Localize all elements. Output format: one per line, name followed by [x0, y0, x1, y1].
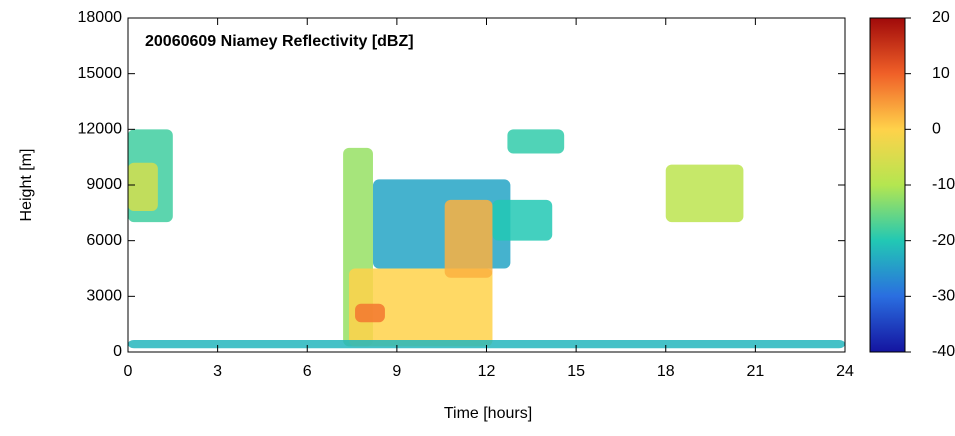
y-tick-label: 9000 — [86, 176, 122, 193]
colorbar-tick-label: -30 — [932, 288, 955, 305]
y-tick-label: 15000 — [78, 65, 123, 82]
echo-patch — [507, 129, 565, 154]
colorbar-tick-label: -10 — [932, 176, 955, 193]
colorbar — [869, 17, 906, 353]
echo-patch — [665, 164, 744, 223]
echo-patch — [349, 268, 493, 347]
x-tick-label: 6 — [303, 363, 312, 380]
x-tick-label: 21 — [746, 363, 764, 380]
x-tick-label: 18 — [657, 363, 675, 380]
x-tick-label: 15 — [567, 363, 585, 380]
echo-patch — [355, 303, 385, 323]
colorbar-tick-label: 10 — [932, 65, 950, 82]
x-tick-label: 0 — [124, 363, 133, 380]
echo-patch — [492, 199, 553, 241]
colorbar-tick-label: -20 — [932, 232, 955, 249]
x-tick-label: 24 — [836, 363, 854, 380]
plot-area — [128, 129, 845, 349]
colorbar-tick-label: 0 — [932, 121, 941, 138]
y-tick-label: 6000 — [86, 232, 122, 249]
chart-title: 20060609 Niamey Reflectivity [dBZ] — [145, 33, 414, 50]
y-tick-label: 12000 — [78, 121, 123, 138]
y-axis-label: Height [m] — [18, 149, 35, 222]
x-tick-label: 3 — [213, 363, 222, 380]
colorbar-tick-label: -40 — [932, 343, 955, 360]
x-tick-label: 9 — [392, 363, 401, 380]
y-tick-label: 18000 — [78, 9, 123, 26]
echo-patch — [444, 199, 493, 278]
echo-patch — [128, 162, 158, 211]
x-tick-label: 12 — [478, 363, 496, 380]
colorbar-tick-label: 20 — [932, 9, 950, 26]
x-axis-label: Time [hours] — [444, 405, 532, 422]
y-tick-label: 0 — [113, 343, 122, 360]
y-tick-label: 3000 — [86, 288, 122, 305]
